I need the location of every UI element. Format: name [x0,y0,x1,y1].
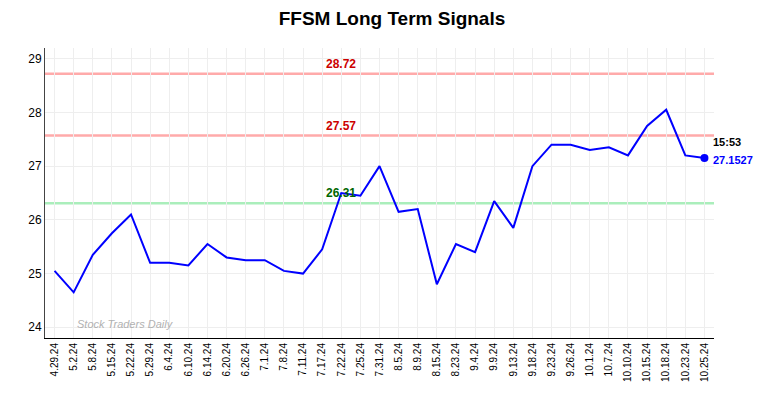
svg-text:10.25.24: 10.25.24 [699,343,710,382]
svg-text:6.14.24: 6.14.24 [202,343,213,377]
svg-text:10.10.24: 10.10.24 [622,343,633,382]
svg-text:7.31.24: 7.31.24 [374,343,385,377]
svg-text:4.29.24: 4.29.24 [49,343,60,377]
svg-text:9.18.24: 9.18.24 [527,343,538,377]
svg-text:FFSM Long Term Signals: FFSM Long Term Signals [279,8,506,29]
svg-text:7.8.24: 7.8.24 [278,343,289,371]
svg-text:Stock Traders Daily: Stock Traders Daily [77,318,174,330]
svg-text:5.2.24: 5.2.24 [68,343,79,371]
svg-text:5.15.24: 5.15.24 [106,343,117,377]
svg-text:5.22.24: 5.22.24 [125,343,136,377]
svg-text:6.20.24: 6.20.24 [221,343,232,377]
svg-text:9.13.24: 9.13.24 [508,343,519,377]
svg-text:10.15.24: 10.15.24 [641,343,652,382]
svg-text:5.29.24: 5.29.24 [144,343,155,377]
svg-text:10.1.24: 10.1.24 [584,343,595,377]
svg-text:10.7.24: 10.7.24 [603,343,614,377]
svg-text:7.11.24: 7.11.24 [297,343,308,376]
svg-text:26.31: 26.31 [326,186,356,200]
svg-text:9.26.24: 9.26.24 [565,343,576,377]
svg-text:27: 27 [28,159,42,173]
svg-text:10.23.24: 10.23.24 [680,343,691,382]
svg-text:7.17.24: 7.17.24 [316,343,327,377]
svg-text:6.26.24: 6.26.24 [240,343,251,377]
svg-text:8.15.24: 8.15.24 [431,343,442,377]
svg-text:24: 24 [28,320,42,334]
svg-text:28.72: 28.72 [326,57,356,71]
svg-text:25: 25 [28,267,42,281]
svg-text:9.4.24: 9.4.24 [469,343,480,371]
svg-text:5.8.24: 5.8.24 [87,343,98,371]
svg-text:8.23.24: 8.23.24 [450,343,461,377]
svg-text:27.1527: 27.1527 [713,154,753,166]
svg-text:7.22.24: 7.22.24 [336,343,347,377]
svg-text:6.10.24: 6.10.24 [183,343,194,377]
svg-text:9.23.24: 9.23.24 [546,343,557,377]
svg-text:7.25.24: 7.25.24 [355,343,366,377]
svg-text:29: 29 [28,52,42,66]
svg-text:8.9.24: 8.9.24 [412,343,423,371]
svg-text:8.5.24: 8.5.24 [393,343,404,371]
svg-text:27.57: 27.57 [326,119,356,133]
svg-text:9.9.24: 9.9.24 [488,343,499,371]
svg-text:28: 28 [28,106,42,120]
svg-text:6.4.24: 6.4.24 [163,343,174,371]
svg-text:10.18.24: 10.18.24 [660,343,671,382]
svg-text:26: 26 [28,213,42,227]
svg-text:15:53: 15:53 [713,136,741,148]
svg-text:7.1.24: 7.1.24 [259,343,270,371]
